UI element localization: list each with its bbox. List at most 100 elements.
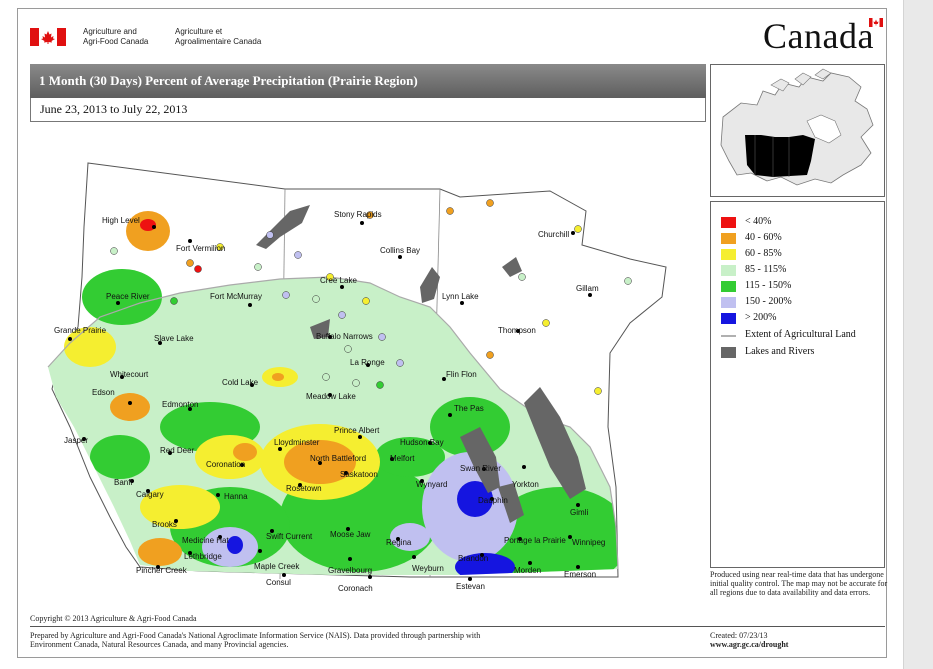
legend-label: 85 - 115%: [745, 264, 787, 275]
department-name-en: Agriculture and Agri-Food Canada: [83, 27, 149, 46]
legend-swatch: [721, 217, 736, 228]
lake-manitoba: [498, 483, 524, 523]
copyright: Copyright © 2013 Agriculture & Agri-Food…: [30, 614, 197, 623]
place-label: Stony Rapids: [334, 210, 382, 219]
place-labels: High Level Fort Vermilion Stony Rapids C…: [54, 210, 605, 593]
place-label: Fort Vermilion: [176, 244, 225, 253]
precipitation-map: High Level Fort Vermilion Stony Rapids C…: [47, 162, 667, 593]
precip-patch: [110, 393, 150, 421]
place-label: Pincher Creek: [136, 566, 188, 575]
place-label: Hudson Bay: [400, 438, 444, 447]
place-label: Buffalo Narrows: [316, 332, 373, 341]
place-label: Swan River: [460, 464, 501, 473]
place-label: Hanna: [224, 492, 248, 501]
legend-label: 150 - 200%: [745, 296, 792, 307]
legend-label: < 40%: [745, 216, 772, 227]
place-label: Slave Lake: [154, 334, 194, 343]
place-label: Brooks: [152, 520, 177, 529]
lake: [310, 319, 330, 339]
place-label: Fort McMurray: [210, 292, 262, 301]
place-label: Portage la Prairie: [504, 536, 566, 545]
canada-locator-icon: [720, 68, 874, 186]
place-label: High Level: [102, 216, 140, 225]
place-label: Estevan: [456, 582, 485, 591]
legend-swatch: [721, 313, 736, 324]
place-label: Consul: [266, 578, 291, 587]
locator-map: [710, 64, 885, 197]
place-label: Banff: [114, 478, 133, 487]
lake-winnipegosis: [460, 427, 500, 493]
place-label: Lynn Lake: [442, 292, 479, 301]
created-info: Created: 07/23/13 www.agr.gc.ca/drought: [710, 631, 788, 649]
place-label: Grande Prairie: [54, 326, 107, 335]
place-label: Gravelbourg: [328, 566, 372, 575]
agricultural-extent-line: [47, 276, 619, 570]
legend-swatch: [721, 265, 736, 276]
place-label: Saskatoon: [340, 470, 378, 479]
extent-line-swatch: [721, 335, 736, 337]
wordmark-flag-icon: [869, 18, 883, 27]
map-sheet: Agriculture and Agri-Food Canada Agricul…: [17, 8, 887, 658]
legend-swatch: [721, 281, 736, 292]
place-label: Jasper: [64, 436, 88, 445]
place-label: Lloydminster: [274, 438, 320, 447]
lake: [502, 257, 522, 277]
legend-label: > 200%: [745, 312, 777, 323]
place-label: Cold Lake: [222, 378, 259, 387]
legend-swatch: [721, 347, 736, 358]
place-label: Coronach: [338, 584, 373, 593]
place-label: Emerson: [564, 570, 596, 579]
place-label: North Battleford: [310, 454, 366, 463]
canada-flag-icon: [30, 28, 66, 46]
station-dots: [110, 199, 632, 395]
place-label: Red Deer: [160, 446, 195, 455]
place-label: Rosetown: [286, 484, 322, 493]
place-label: Churchill: [538, 230, 569, 239]
legend-label: Lakes and Rivers: [745, 346, 815, 357]
place-label: Cree Lake: [320, 276, 357, 285]
place-label: Flin Flon: [446, 370, 477, 379]
place-label: Gimli: [570, 508, 588, 517]
place-label: Melfort: [390, 454, 415, 463]
legend-label: 115 - 150%: [745, 280, 792, 291]
map-title: 1 Month (30 Days) Percent of Average Pre…: [30, 64, 706, 98]
place-label: Medicine Hat: [182, 536, 229, 545]
place-label: Dauphin: [478, 496, 508, 505]
place-label: The Pas: [454, 404, 484, 413]
place-label: Wynyard: [416, 480, 448, 489]
place-label: Swift Current: [266, 532, 313, 541]
lake-winnipeg: [524, 387, 586, 499]
place-label: Maple Creek: [254, 562, 300, 571]
place-label: Prince Albert: [334, 426, 380, 435]
header: Agriculture and Agri-Food Canada Agricul…: [18, 9, 888, 61]
legend-label: 40 - 60%: [745, 232, 782, 243]
place-label: Moose Jaw: [330, 530, 371, 539]
place-label: Winnipeg: [572, 538, 605, 547]
date-range: June 23, 2013 to July 22, 2013: [30, 98, 706, 122]
reindeer-lake: [420, 267, 440, 303]
legend-label: Extent of Agricultural Land: [745, 329, 856, 340]
place-label: Brandon: [458, 554, 488, 563]
place-label: Weyburn: [412, 564, 444, 573]
department-name-fr: Agriculture et Agroalimentaire Canada: [175, 27, 262, 46]
legend-label: 60 - 85%: [745, 248, 782, 259]
place-label: Edson: [92, 388, 115, 397]
place-label: Edmonton: [162, 400, 198, 409]
website-url: www.agr.gc.ca/drought: [710, 640, 789, 649]
footer-divider: [30, 626, 885, 627]
precip-patch: [140, 219, 156, 231]
place-label: La Ronge: [350, 358, 385, 367]
place-label: Collins Bay: [380, 246, 420, 255]
place-label: Gillam: [576, 284, 599, 293]
legend-swatch: [721, 233, 736, 244]
place-label: Peace River: [106, 292, 150, 301]
scrollbar[interactable]: [903, 0, 933, 669]
place-label: Coronation: [206, 460, 245, 469]
legend-swatch: [721, 249, 736, 260]
place-label: Regina: [386, 538, 412, 547]
place-label: Calgary: [136, 490, 164, 499]
place-label: Yorkton: [512, 480, 539, 489]
created-date: Created: 07/23/13: [710, 631, 768, 640]
place-label: Meadow Lake: [306, 392, 356, 401]
canada-wordmark: Canada: [763, 16, 874, 56]
